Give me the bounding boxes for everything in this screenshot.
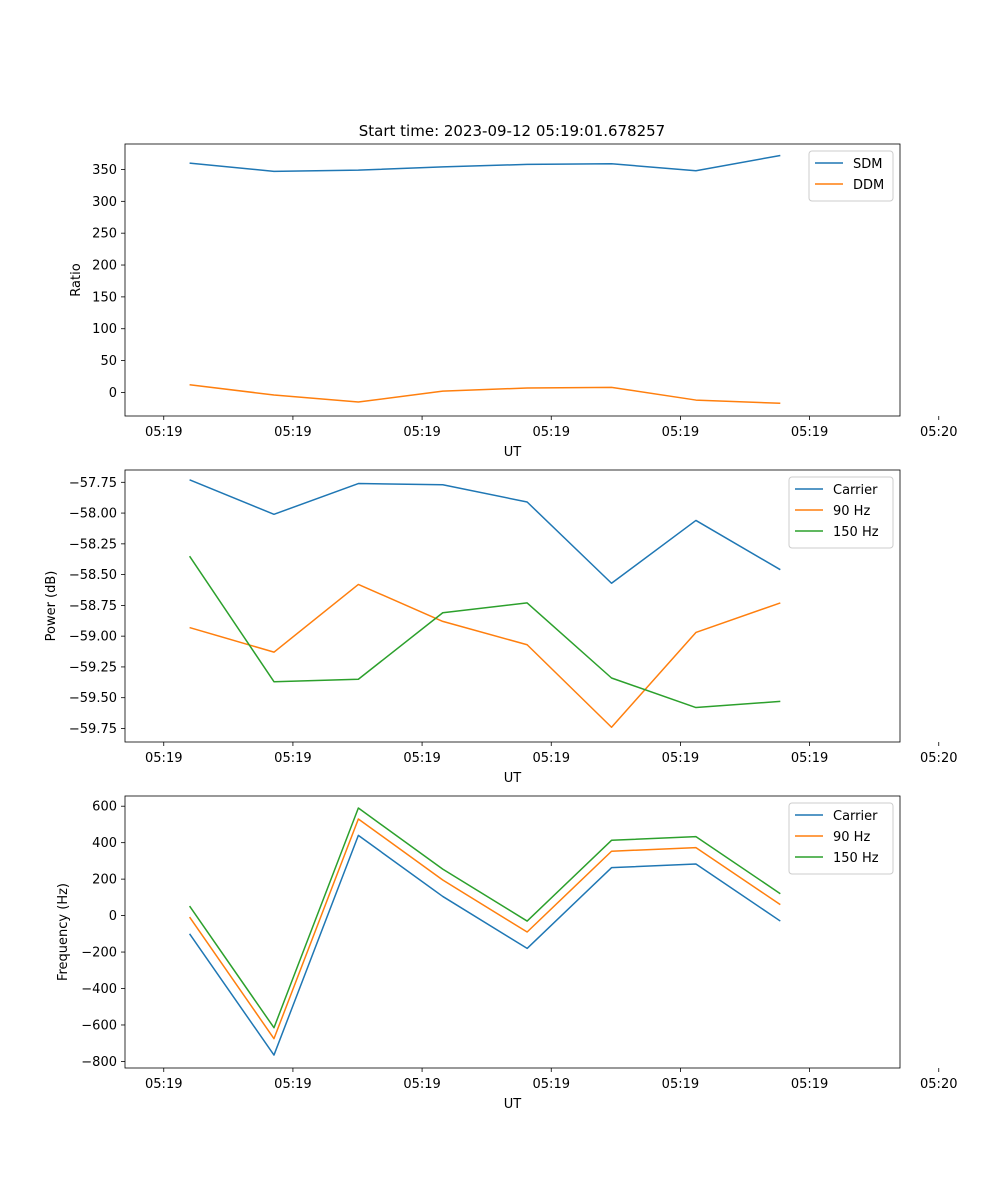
y-tick-label: −58.50 bbox=[69, 568, 117, 583]
x-tick-label: 05:19 bbox=[533, 425, 570, 440]
plots-container: 05:19 05:19 05:19 05:19 05:19 05:19 05:20 UT 0 50… bbox=[44, 143, 957, 1112]
x-axis: 05:19 05:19 05:19 05:19 05:19 05:19 05:20 UT bbox=[145, 1068, 957, 1112]
series-lines bbox=[189, 154, 781, 405]
legend: SDM DDM bbox=[808, 150, 894, 202]
subplot-1: 05:19 05:19 05:19 05:19 05:19 05:19 05:20 UT 0 50… bbox=[69, 143, 957, 460]
subplot-3: 05:19 05:19 05:19 05:19 05:19 05:19 05:20 UT −80… bbox=[56, 795, 957, 1112]
x-tick-label: 05:20 bbox=[920, 1077, 957, 1092]
series-line-ddm bbox=[189, 384, 781, 405]
series-line-90-hz bbox=[188, 818, 781, 1040]
series-line-150-hz bbox=[188, 807, 781, 1029]
y-tick-label: −59.25 bbox=[69, 660, 117, 675]
x-axis-label: UT bbox=[504, 1097, 522, 1112]
y-tick-label: −800 bbox=[81, 1055, 117, 1070]
legend-label: 90 Hz bbox=[833, 830, 870, 845]
legend-label: 150 Hz bbox=[833, 851, 879, 866]
y-axis: −57.75 −58.00 −58.25 −58.50 −58.75 −59.00 −59.… bbox=[44, 476, 125, 737]
axes-frame bbox=[124, 795, 901, 1069]
y-tick-label: −59.50 bbox=[69, 691, 117, 706]
x-tick-label: 05:19 bbox=[662, 425, 699, 440]
x-tick-label: 05:19 bbox=[145, 1077, 182, 1092]
y-tick-label: 200 bbox=[92, 259, 117, 274]
y-tick-label: −400 bbox=[81, 982, 117, 997]
y-tick-label: 150 bbox=[92, 290, 117, 305]
y-tick-label: −200 bbox=[81, 946, 117, 961]
y-axis-label: Power (dB) bbox=[44, 571, 59, 642]
x-tick-label: 05:19 bbox=[791, 751, 828, 766]
y-tick-label: 300 bbox=[92, 195, 117, 210]
y-axis: −800 −600 −400 −200 0 200 400 600 Frequency (Hz) bbox=[56, 800, 125, 1070]
series-lines bbox=[188, 807, 781, 1056]
y-axis-label: Ratio bbox=[69, 263, 84, 296]
x-axis: 05:19 05:19 05:19 05:19 05:19 05:19 05:20 UT bbox=[145, 742, 957, 786]
y-tick-label: −59.75 bbox=[69, 722, 117, 737]
x-tick-label: 05:19 bbox=[145, 425, 182, 440]
x-tick-label: 05:20 bbox=[920, 751, 957, 766]
x-tick-label: 05:19 bbox=[403, 425, 440, 440]
y-tick-label: 250 bbox=[92, 227, 117, 242]
x-axis-label: UT bbox=[504, 445, 522, 460]
x-axis-label: UT bbox=[504, 771, 522, 786]
y-tick-label: 600 bbox=[92, 800, 117, 815]
y-axis: 0 50 100 150 200 250 300 350 Ratio bbox=[69, 163, 125, 401]
figure-title: Start time: 2023-09-12 05:19:01.678257 bbox=[359, 122, 665, 140]
series-line-carrier bbox=[189, 479, 781, 584]
y-tick-label: 50 bbox=[100, 354, 117, 369]
x-tick-label: 05:19 bbox=[662, 751, 699, 766]
y-tick-label: −57.75 bbox=[69, 476, 117, 491]
y-tick-label: 0 bbox=[109, 386, 117, 401]
y-tick-label: 400 bbox=[92, 836, 117, 851]
x-tick-label: 05:19 bbox=[791, 425, 828, 440]
y-tick-label: −58.75 bbox=[69, 599, 117, 614]
subplot-2: 05:19 05:19 05:19 05:19 05:19 05:19 05:20 UT −57… bbox=[44, 469, 957, 786]
axes-frame bbox=[124, 143, 901, 417]
x-tick-label: 05:19 bbox=[403, 751, 440, 766]
legend: Carrier 90 Hz 150 Hz bbox=[788, 802, 894, 875]
y-tick-label: 0 bbox=[109, 909, 117, 924]
y-tick-label: −600 bbox=[81, 1018, 117, 1033]
y-tick-label: −58.00 bbox=[69, 507, 117, 522]
y-tick-label: −59.00 bbox=[69, 630, 117, 645]
x-tick-label: 05:19 bbox=[791, 1077, 828, 1092]
y-axis-label: Frequency (Hz) bbox=[56, 883, 71, 981]
x-tick-label: 05:20 bbox=[920, 425, 957, 440]
x-tick-label: 05:19 bbox=[274, 425, 311, 440]
legend-label: Carrier bbox=[833, 483, 878, 498]
series-line-90-hz bbox=[189, 583, 781, 728]
x-tick-label: 05:19 bbox=[274, 751, 311, 766]
legend-label: Carrier bbox=[833, 809, 878, 824]
legend-label: SDM bbox=[853, 157, 882, 172]
series-line-carrier bbox=[188, 834, 781, 1056]
x-tick-label: 05:19 bbox=[662, 1077, 699, 1092]
series-line-150-hz bbox=[188, 555, 781, 709]
x-tick-label: 05:19 bbox=[533, 1077, 570, 1092]
x-tick-label: 05:19 bbox=[274, 1077, 311, 1092]
y-tick-label: 350 bbox=[92, 163, 117, 178]
legend-label: 90 Hz bbox=[833, 504, 870, 519]
x-tick-label: 05:19 bbox=[533, 751, 570, 766]
axes-frame bbox=[124, 469, 901, 743]
x-axis: 05:19 05:19 05:19 05:19 05:19 05:19 05:20 UT bbox=[145, 416, 957, 460]
legend: Carrier 90 Hz 150 Hz bbox=[788, 476, 894, 549]
series-line-sdm bbox=[189, 154, 781, 173]
y-tick-label: 100 bbox=[92, 322, 117, 337]
y-tick-label: 200 bbox=[92, 873, 117, 888]
legend-label: DDM bbox=[853, 178, 884, 193]
legend-label: 150 Hz bbox=[833, 525, 879, 540]
series-lines bbox=[188, 479, 781, 728]
y-tick-label: −58.25 bbox=[69, 537, 117, 552]
x-tick-label: 05:19 bbox=[145, 751, 182, 766]
x-tick-label: 05:19 bbox=[403, 1077, 440, 1092]
